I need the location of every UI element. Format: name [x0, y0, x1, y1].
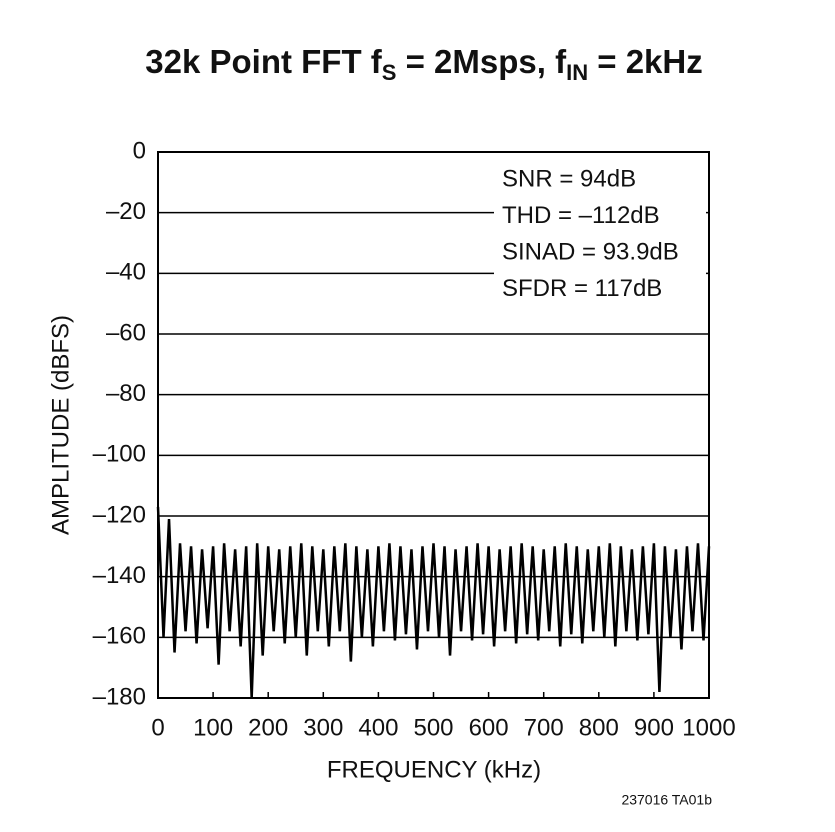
spectrum-line: [156, 506, 711, 699]
x-tick-label: 400: [358, 714, 398, 741]
y-tick-label: –140: [93, 562, 146, 589]
x-tick-label: 300: [303, 714, 343, 741]
y-tick-label: –120: [93, 501, 146, 528]
x-tick-label: 500: [413, 714, 453, 741]
title-part: IN: [566, 60, 588, 85]
y-tick-label: –20: [106, 198, 146, 225]
y-tick-label: 0: [133, 137, 146, 164]
x-tick-label: 600: [469, 714, 509, 741]
x-axis-label: FREQUENCY (kHz): [327, 756, 541, 783]
y-tick-label: –160: [93, 623, 146, 650]
annotation: THD = –112dB: [502, 202, 660, 229]
title-part: = 2Msps, f: [396, 43, 567, 80]
plot-frame: [157, 151, 710, 699]
y-tick-label: –180: [93, 683, 146, 710]
annotation: SINAD = 93.9dB: [502, 238, 679, 265]
x-tick-label: 100: [193, 714, 233, 741]
footnote: 237016 TA01b: [621, 792, 712, 808]
title-part: 32k Point FFT f: [145, 43, 383, 80]
title-part: S: [382, 60, 397, 85]
annotation-bg: [494, 160, 706, 302]
x-tick-label: 1000: [682, 714, 735, 741]
y-tick-label: –100: [93, 441, 146, 468]
title-part: = 2kHz: [588, 43, 703, 80]
y-tick-label: –80: [106, 380, 146, 407]
x-tick-label: 800: [579, 714, 619, 741]
annotation: SFDR = 117dB: [502, 275, 662, 302]
y-axis-label: AMPLITUDE (dBFS): [47, 315, 74, 535]
x-tick-label: 200: [248, 714, 288, 741]
y-tick-label: –60: [106, 319, 146, 346]
x-tick-label: 700: [524, 714, 564, 741]
x-tick-label: 0: [151, 714, 164, 741]
x-tick-label: 900: [634, 714, 674, 741]
chart-title: 32k Point FFT fS = 2Msps, fIN = 2kHz: [145, 43, 703, 85]
y-tick-label: –40: [106, 259, 146, 286]
annotation: SNR = 94dB: [502, 165, 636, 192]
